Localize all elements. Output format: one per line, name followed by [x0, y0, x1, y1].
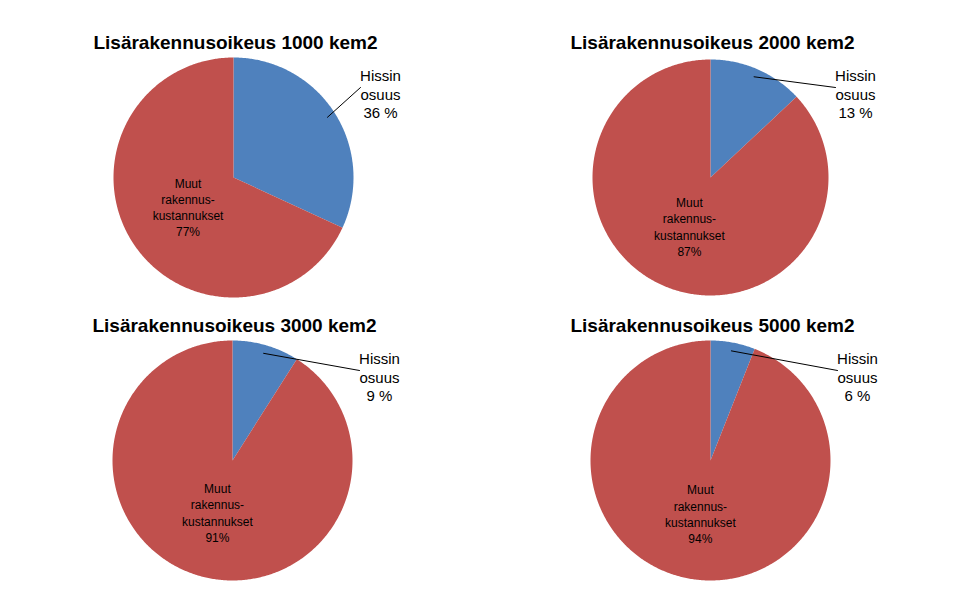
svg-text:Lisärakennusoikeus 5000 kem2: Lisärakennusoikeus 5000 kem2 — [570, 315, 854, 336]
svg-text:Muutrakennus-kustannukset91%: Muutrakennus-kustannukset91% — [182, 482, 253, 545]
svg-text:Hissinosuus36 %: Hissinosuus36 % — [360, 67, 401, 122]
svg-text:Lisärakennusoikeus 3000 kem2: Lisärakennusoikeus 3000 kem2 — [92, 315, 376, 336]
svg-text:Hissinosuus13 %: Hissinosuus13 % — [835, 67, 876, 122]
svg-text:Hissinosuus6 %: Hissinosuus6 % — [837, 350, 878, 405]
svg-text:Hissinosuus9 %: Hissinosuus9 % — [359, 350, 400, 405]
svg-text:Muutrakennus-kustannukset94%: Muutrakennus-kustannukset94% — [665, 483, 736, 546]
svg-text:Muutrakennus-kustannukset77%: Muutrakennus-kustannukset77% — [153, 177, 224, 240]
svg-text:Lisärakennusoikeus 1000 kem2: Lisärakennusoikeus 1000 kem2 — [93, 32, 377, 53]
svg-text:Muutrakennus-kustannukset87%: Muutrakennus-kustannukset87% — [654, 196, 725, 259]
svg-text:Lisärakennusoikeus 2000 kem2: Lisärakennusoikeus 2000 kem2 — [570, 32, 854, 53]
